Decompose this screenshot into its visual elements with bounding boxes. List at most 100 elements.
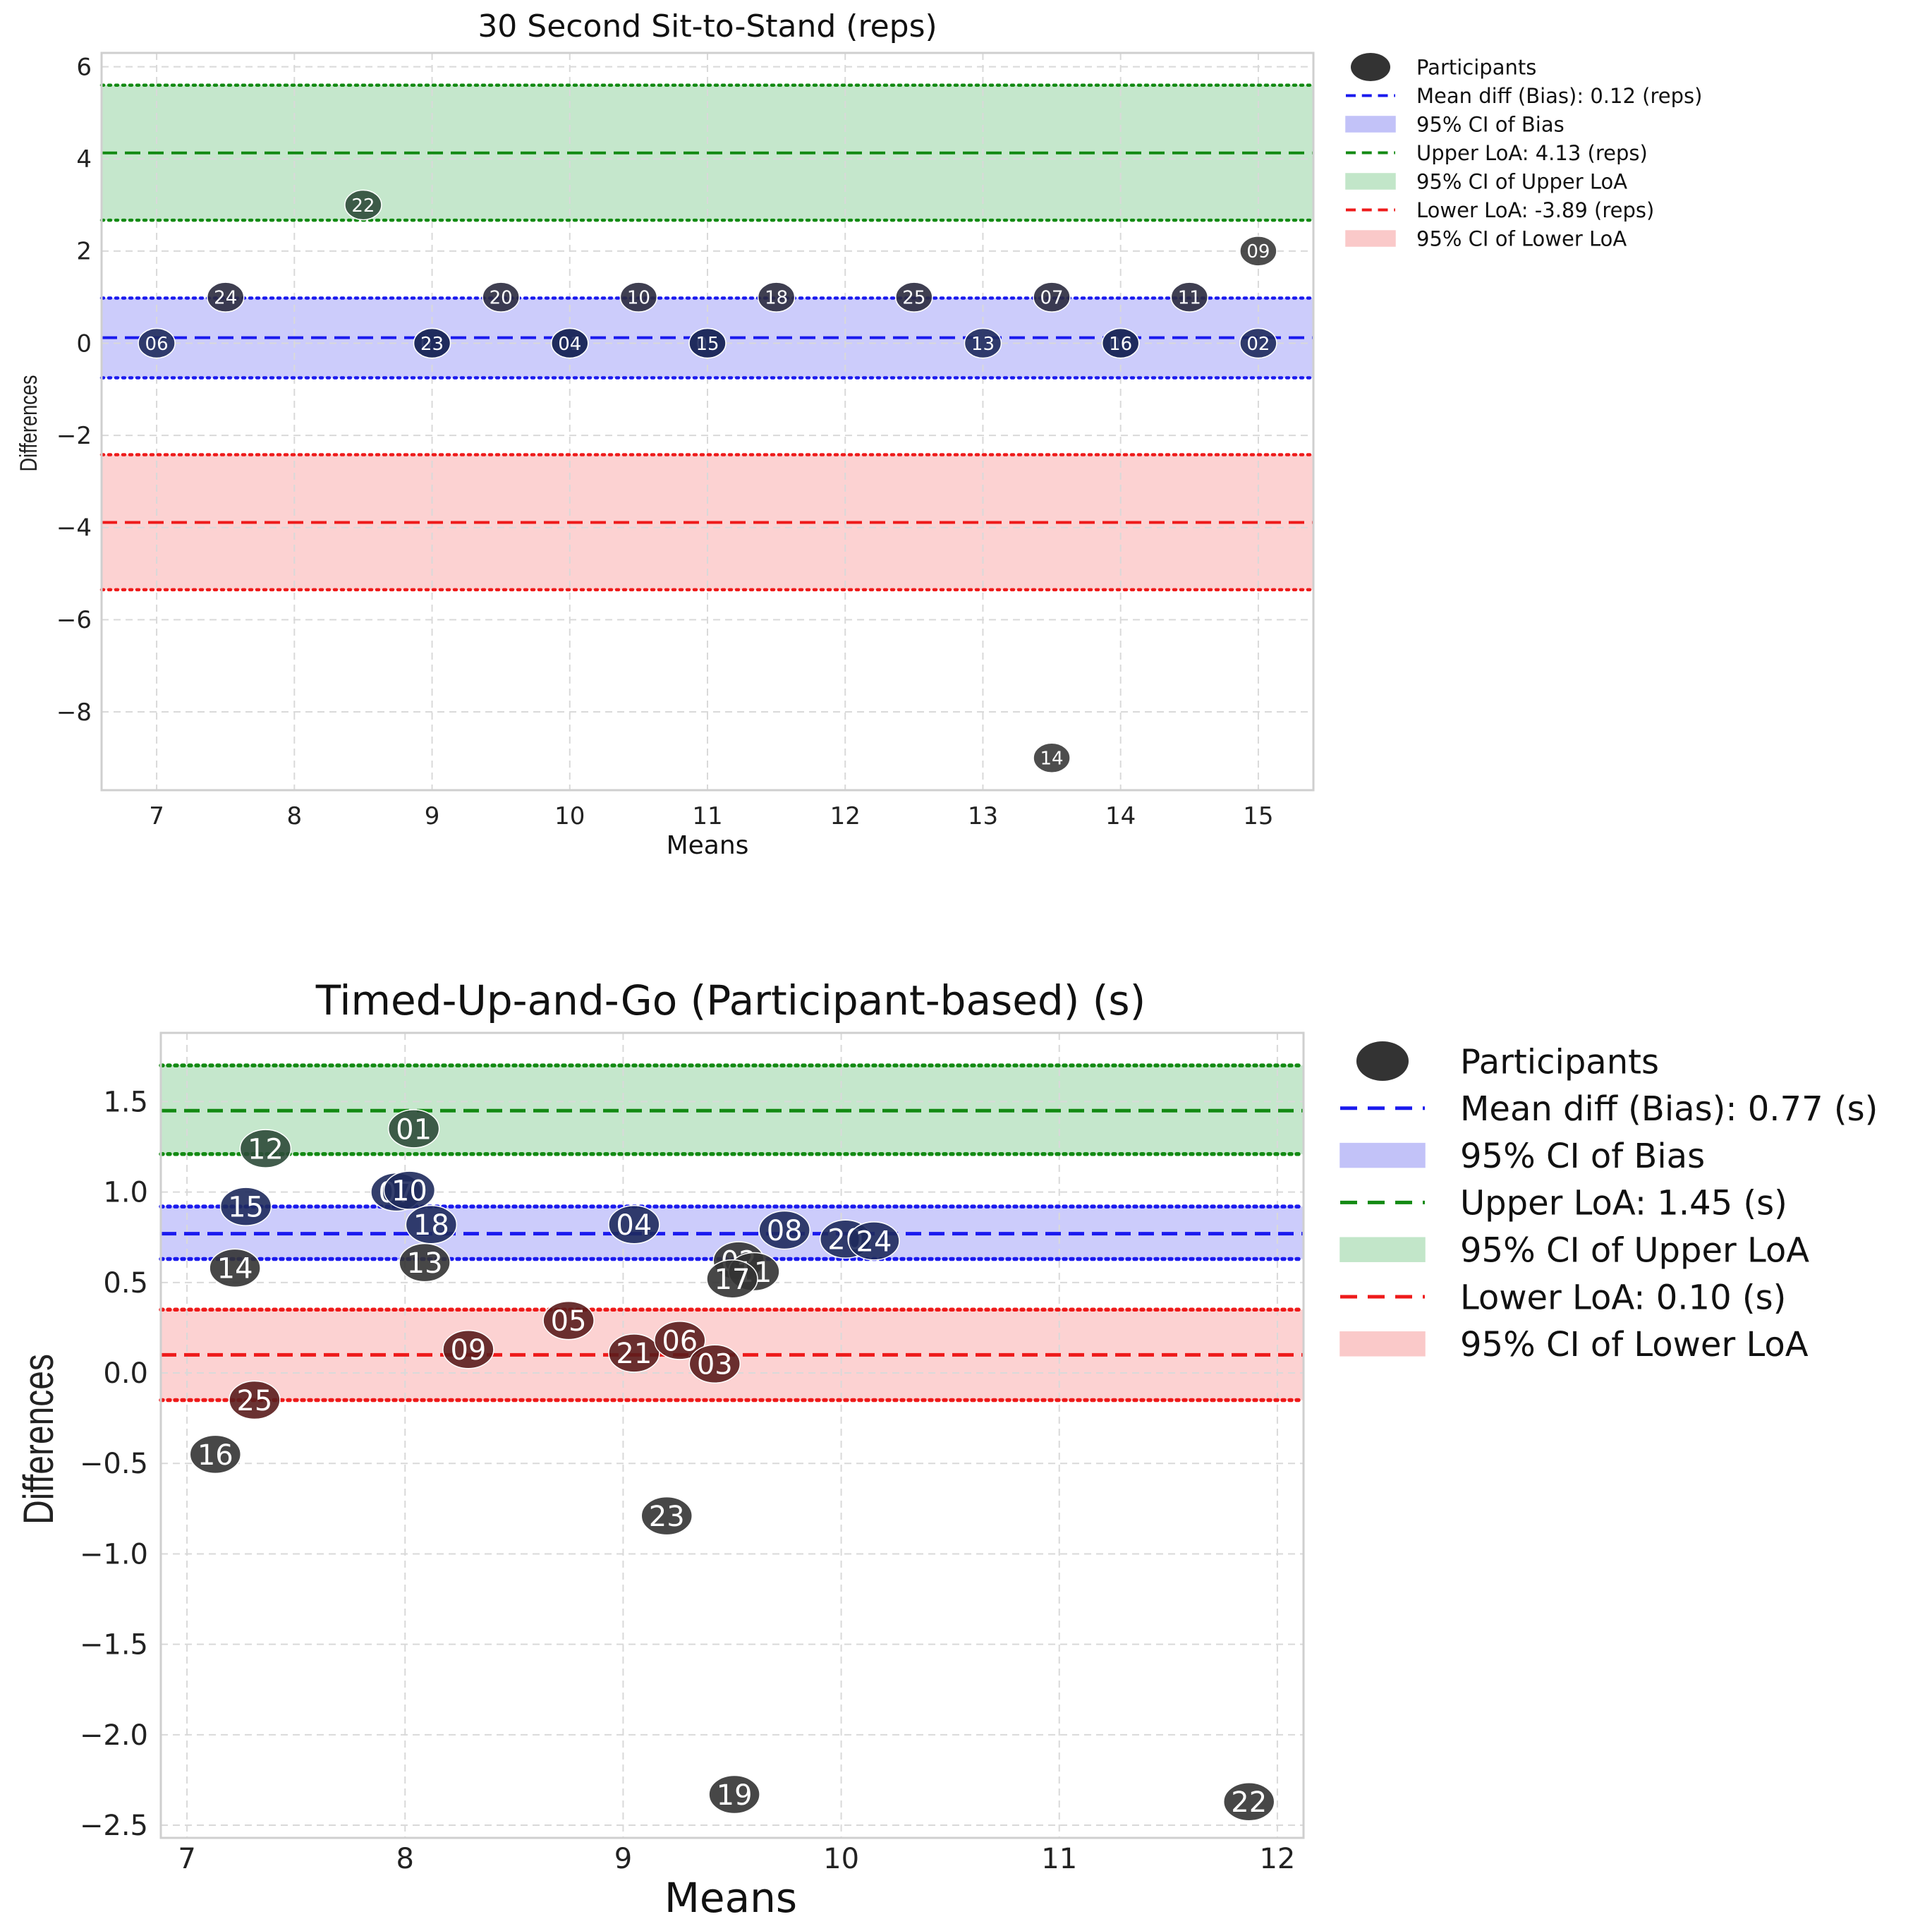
participant-label: 15 [695,334,719,355]
participant-label: 16 [1109,334,1132,355]
y-tick-label: −6 [56,606,92,634]
participant-label: 18 [765,288,788,309]
participant-point [1239,327,1277,359]
participant-point [706,1259,758,1299]
participant-label: 09 [1246,241,1270,262]
participant-point [688,1344,741,1384]
x-tick-label: 10 [823,1843,859,1875]
participant-label: 10 [391,1175,427,1207]
participant-point [551,327,589,359]
legend: Participants Mean diff (Bias): 0.12 (reps… [1345,53,1702,250]
x-tick-label: 13 [968,802,998,830]
legend-patch-swatch [1339,1237,1426,1262]
legend-label: Mean diff (Bias): 0.12 (reps) [1416,84,1702,108]
legend-label: Lower LoA: 0.10 (s) [1460,1278,1786,1317]
participant-point [1222,1781,1275,1822]
participant-label: 04 [616,1209,652,1242]
participant-label: 10 [627,288,650,309]
participant-label: 17 [715,1264,751,1296]
participant-label: 13 [407,1247,443,1280]
x-tick-label: 8 [396,1843,414,1875]
participant-label: 04 [558,334,581,355]
x-tick-label: 8 [286,802,302,830]
legend-label: 95% CI of Lower LoA [1416,226,1627,250]
y-tick-label: 1.0 [103,1177,148,1209]
legend-marker-swatch [1356,1041,1409,1081]
participant-label: 24 [856,1225,892,1258]
y-axis-label: Differences [15,375,42,472]
y-tick-label: −0.5 [80,1448,148,1480]
participant-point [608,1333,660,1373]
participant-point [482,282,520,313]
legend-label: 95% CI of Bias [1460,1137,1705,1176]
y-tick-label: −1.5 [80,1629,148,1661]
participant-point [688,327,727,359]
participant-label: 06 [145,334,169,355]
participant-label: 01 [396,1113,432,1146]
participant-label: 25 [236,1385,272,1417]
participant-label: 07 [1040,288,1064,309]
participant-point [229,1380,281,1420]
participant-label: 22 [351,195,375,217]
participant-point [640,1496,693,1536]
legend-label: 95% CI of Upper LoA [1460,1230,1809,1270]
participant-label: 21 [616,1338,652,1370]
y-tick-label: 0 [76,329,92,358]
participant-point [1239,236,1277,267]
x-axis-label: Means [664,1874,797,1922]
x-tick-label: 7 [178,1843,195,1875]
legend-label: 95% CI of Bias [1416,112,1565,136]
y-tick-label: −4 [56,514,92,543]
legend-label: Mean diff (Bias): 0.77 (s) [1460,1089,1878,1129]
x-tick-label: 7 [149,802,164,830]
participant-label: 14 [1040,749,1064,770]
participant-label: 22 [1231,1786,1267,1819]
participant-point [895,282,933,313]
participant-label: 08 [767,1215,803,1247]
legend-label: Participants [1416,55,1536,79]
participant-label: 19 [717,1779,753,1812]
y-tick-label: −2.5 [80,1810,148,1842]
participant-point [383,1170,436,1210]
chart-title: 30 Second Sit-to-Stand (reps) [478,8,937,44]
participant-point [1033,742,1071,774]
participant-label: 13 [971,334,995,355]
participant-point [399,1242,451,1283]
y-tick-label: −2.0 [80,1719,148,1752]
participant-point [708,1774,760,1815]
participant-point [757,282,796,313]
y-tick-label: −1.0 [80,1538,148,1570]
x-tick-label: 11 [692,802,722,830]
participant-point [209,1248,261,1288]
participant-point [138,327,176,359]
participant-point [619,282,658,313]
participant-label: 25 [902,288,925,309]
participant-point [206,282,245,313]
participant-label: 14 [217,1253,253,1285]
participant-point [608,1205,660,1245]
chart-title: Timed-Up-and-Go (Participant-based) (s) [315,976,1146,1024]
participant-label: 15 [228,1192,264,1224]
participant-point [848,1221,900,1261]
participant-label: 03 [697,1349,733,1381]
y-tick-label: 1.5 [103,1086,148,1118]
plot-frame [159,1031,1305,1839]
x-tick-label: 9 [614,1843,632,1875]
participant-point [387,1109,440,1149]
participant-label: 05 [551,1305,587,1338]
participant-label: 20 [490,288,513,309]
y-tick-label: 4 [76,145,92,174]
participant-label: 06 [662,1325,698,1357]
legend-label: 95% CI of Lower LoA [1460,1325,1809,1364]
participant-point [654,1321,706,1360]
y-tick-label: 0.5 [103,1267,148,1300]
y-tick-label: 6 [76,53,92,81]
participant-label: 09 [450,1334,486,1367]
participant-point [344,189,382,221]
legend-patch-swatch [1339,1331,1426,1357]
participant-label: 12 [248,1133,284,1166]
participant-point [1170,282,1209,313]
participant-point [189,1434,242,1475]
participant-label: 23 [420,334,444,355]
legend-label: Lower LoA: -3.89 (reps) [1416,198,1654,222]
